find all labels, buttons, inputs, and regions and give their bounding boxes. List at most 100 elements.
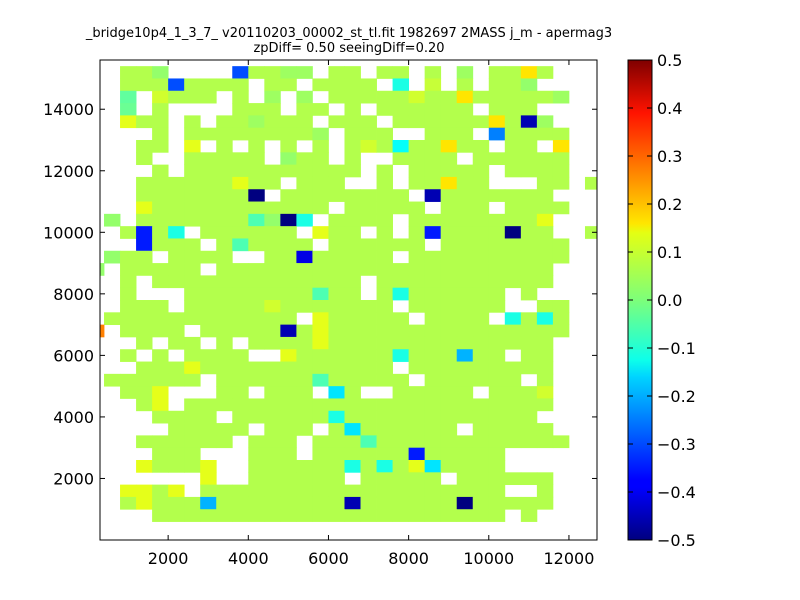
heatmap-cell xyxy=(440,164,458,178)
heatmap-cell xyxy=(520,410,538,424)
heatmap-cell xyxy=(440,398,458,412)
heatmap-cell xyxy=(280,386,297,399)
heatmap-cell xyxy=(280,127,297,141)
heatmap-cell xyxy=(584,176,598,190)
heatmap-cell xyxy=(472,189,490,202)
heatmap-cell xyxy=(552,176,570,190)
heatmap-cell xyxy=(184,361,201,375)
heatmap-cell xyxy=(520,435,538,449)
heatmap-cell xyxy=(424,386,442,399)
heatmap-cell xyxy=(232,509,249,522)
heatmap-cell xyxy=(200,213,217,227)
heatmap-cell xyxy=(520,336,538,350)
heatmap-cell xyxy=(472,226,490,239)
heatmap-cell xyxy=(488,300,506,313)
heatmap-cell xyxy=(456,140,474,153)
heatmap-cell xyxy=(120,373,137,387)
heatmap-cell xyxy=(360,140,377,153)
heatmap-cell xyxy=(328,324,345,338)
heatmap-cell xyxy=(536,398,554,412)
heatmap-cell xyxy=(200,164,217,178)
heatmap-cell xyxy=(536,496,554,510)
heatmap-cell xyxy=(280,496,297,510)
heatmap-cell xyxy=(536,484,554,498)
heatmap-cell xyxy=(248,164,265,178)
heatmap-cell xyxy=(232,127,249,141)
heatmap-cell xyxy=(296,213,313,227)
heatmap-cell xyxy=(376,300,393,313)
heatmap-cell xyxy=(248,312,265,326)
heatmap-cell xyxy=(360,263,377,276)
heatmap-cell xyxy=(152,312,169,326)
heatmap-cell xyxy=(520,361,538,375)
heatmap-cell xyxy=(152,176,169,190)
heatmap-cell xyxy=(376,410,393,424)
heatmap-cell xyxy=(344,250,361,264)
heatmap-cell xyxy=(536,90,554,104)
heatmap-cell xyxy=(168,263,185,276)
heatmap-cell xyxy=(136,460,153,473)
heatmap-cell xyxy=(200,484,217,498)
heatmap-cell xyxy=(456,496,474,510)
heatmap-cell xyxy=(152,300,169,313)
heatmap-cell xyxy=(168,447,185,461)
heatmap-cell xyxy=(184,398,201,412)
heatmap-cell xyxy=(248,410,265,424)
heatmap-cell xyxy=(504,398,522,412)
heatmap-cell xyxy=(232,201,249,215)
heatmap-cell xyxy=(296,410,313,424)
heatmap-cell xyxy=(344,300,361,313)
heatmap-cell xyxy=(248,496,265,510)
heatmap-cell xyxy=(424,275,442,289)
heatmap-cell xyxy=(392,115,410,129)
heatmap-cell xyxy=(360,300,377,313)
heatmap-cell xyxy=(280,460,297,473)
heatmap-cell xyxy=(440,435,458,449)
heatmap-cell xyxy=(360,312,377,326)
heatmap-cell xyxy=(264,90,281,104)
heatmap-cell xyxy=(120,226,137,239)
heatmap-cell xyxy=(344,349,361,362)
heatmap-cell xyxy=(488,103,506,116)
heatmap-cell xyxy=(168,176,185,190)
heatmap-cell xyxy=(136,78,153,92)
heatmap-cell xyxy=(120,66,137,79)
heatmap-cell xyxy=(488,336,506,350)
heatmap-cell xyxy=(488,423,506,436)
heatmap-cell xyxy=(440,336,458,350)
heatmap-cell xyxy=(280,275,297,289)
heatmap-cell xyxy=(472,152,490,166)
heatmap-cell xyxy=(424,90,442,104)
heatmap-cell xyxy=(248,447,265,461)
heatmap-cell xyxy=(472,398,490,412)
heatmap-cell xyxy=(504,238,522,252)
heatmap-cell xyxy=(216,361,233,375)
colorbar-tick-label: −0.1 xyxy=(657,339,696,358)
heatmap-cell xyxy=(456,263,474,276)
heatmap-cell xyxy=(248,115,265,129)
heatmap-cell xyxy=(376,189,393,202)
heatmap-cell xyxy=(136,66,153,79)
heatmap-cell xyxy=(120,90,137,104)
y-tick-label: 14000 xyxy=(43,100,94,119)
heatmap-cell xyxy=(392,423,410,436)
heatmap-cell xyxy=(328,496,345,510)
heatmap-cell xyxy=(536,189,554,202)
heatmap-cell xyxy=(488,66,506,79)
heatmap-cell xyxy=(408,238,426,252)
heatmap-cell xyxy=(424,447,442,461)
heatmap-cell xyxy=(328,447,345,461)
heatmap-cell xyxy=(184,127,201,141)
heatmap-cell xyxy=(424,423,442,436)
heatmap-cell xyxy=(488,509,506,522)
heatmap-cell xyxy=(456,300,474,313)
heatmap-cell xyxy=(296,103,313,116)
heatmap-cell xyxy=(312,152,329,166)
heatmap-cell xyxy=(280,361,297,375)
heatmap-cell xyxy=(504,103,522,116)
heatmap-cell xyxy=(504,78,522,92)
heatmap-cell xyxy=(456,176,474,190)
heatmap-cell xyxy=(536,127,554,141)
heatmap-cell xyxy=(344,103,361,116)
heatmap-cell xyxy=(376,423,393,436)
